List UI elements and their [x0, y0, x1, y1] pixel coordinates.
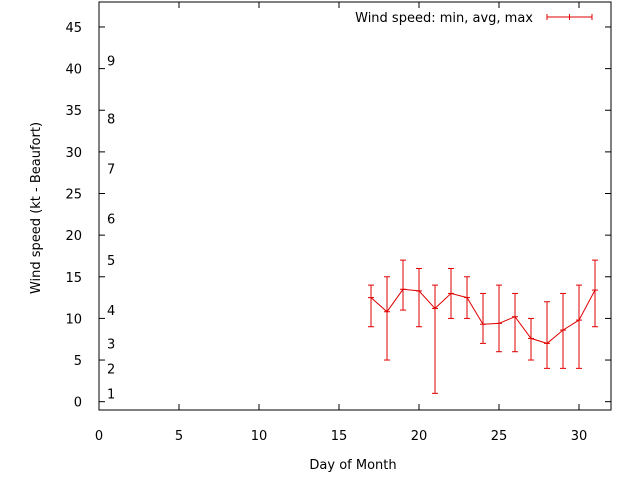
- y-tick-label: 45: [65, 21, 82, 36]
- y-tick-label: 25: [65, 188, 82, 203]
- beaufort-label: 5: [107, 254, 115, 269]
- beaufort-label: 1: [107, 387, 115, 402]
- x-tick-label: 0: [95, 429, 103, 444]
- plot-frame: [98, 1, 612, 411]
- beaufort-label: 9: [107, 54, 115, 69]
- x-tick-label: 15: [331, 429, 348, 444]
- beaufort-label: 2: [107, 362, 115, 377]
- beaufort-label: 6: [107, 212, 115, 227]
- beaufort-label: 4: [107, 304, 115, 319]
- y-tick-label: 35: [65, 104, 82, 119]
- y-tick-label: 20: [65, 229, 82, 244]
- beaufort-label: 7: [107, 163, 115, 178]
- y-axis-label: Wind speed (kt - Beaufort): [29, 122, 44, 294]
- y-tick-label: 30: [65, 146, 82, 161]
- y-tick-label: 0: [74, 396, 82, 411]
- x-tick-label: 25: [491, 429, 508, 444]
- x-axis-label: Day of Month: [309, 458, 396, 473]
- y-tick-label: 40: [65, 63, 82, 78]
- legend-label: Wind speed: min, avg, max: [355, 11, 533, 26]
- x-tick-label: 10: [251, 429, 268, 444]
- beaufort-label: 3: [107, 337, 115, 352]
- x-tick-label: 20: [411, 429, 428, 444]
- x-tick-label: 30: [571, 429, 588, 444]
- y-tick-label: 5: [74, 354, 82, 369]
- x-tick-label: 5: [175, 429, 183, 444]
- y-tick-label: 15: [65, 271, 82, 286]
- y-tick-label: 10: [65, 312, 82, 327]
- beaufort-label: 8: [107, 113, 115, 128]
